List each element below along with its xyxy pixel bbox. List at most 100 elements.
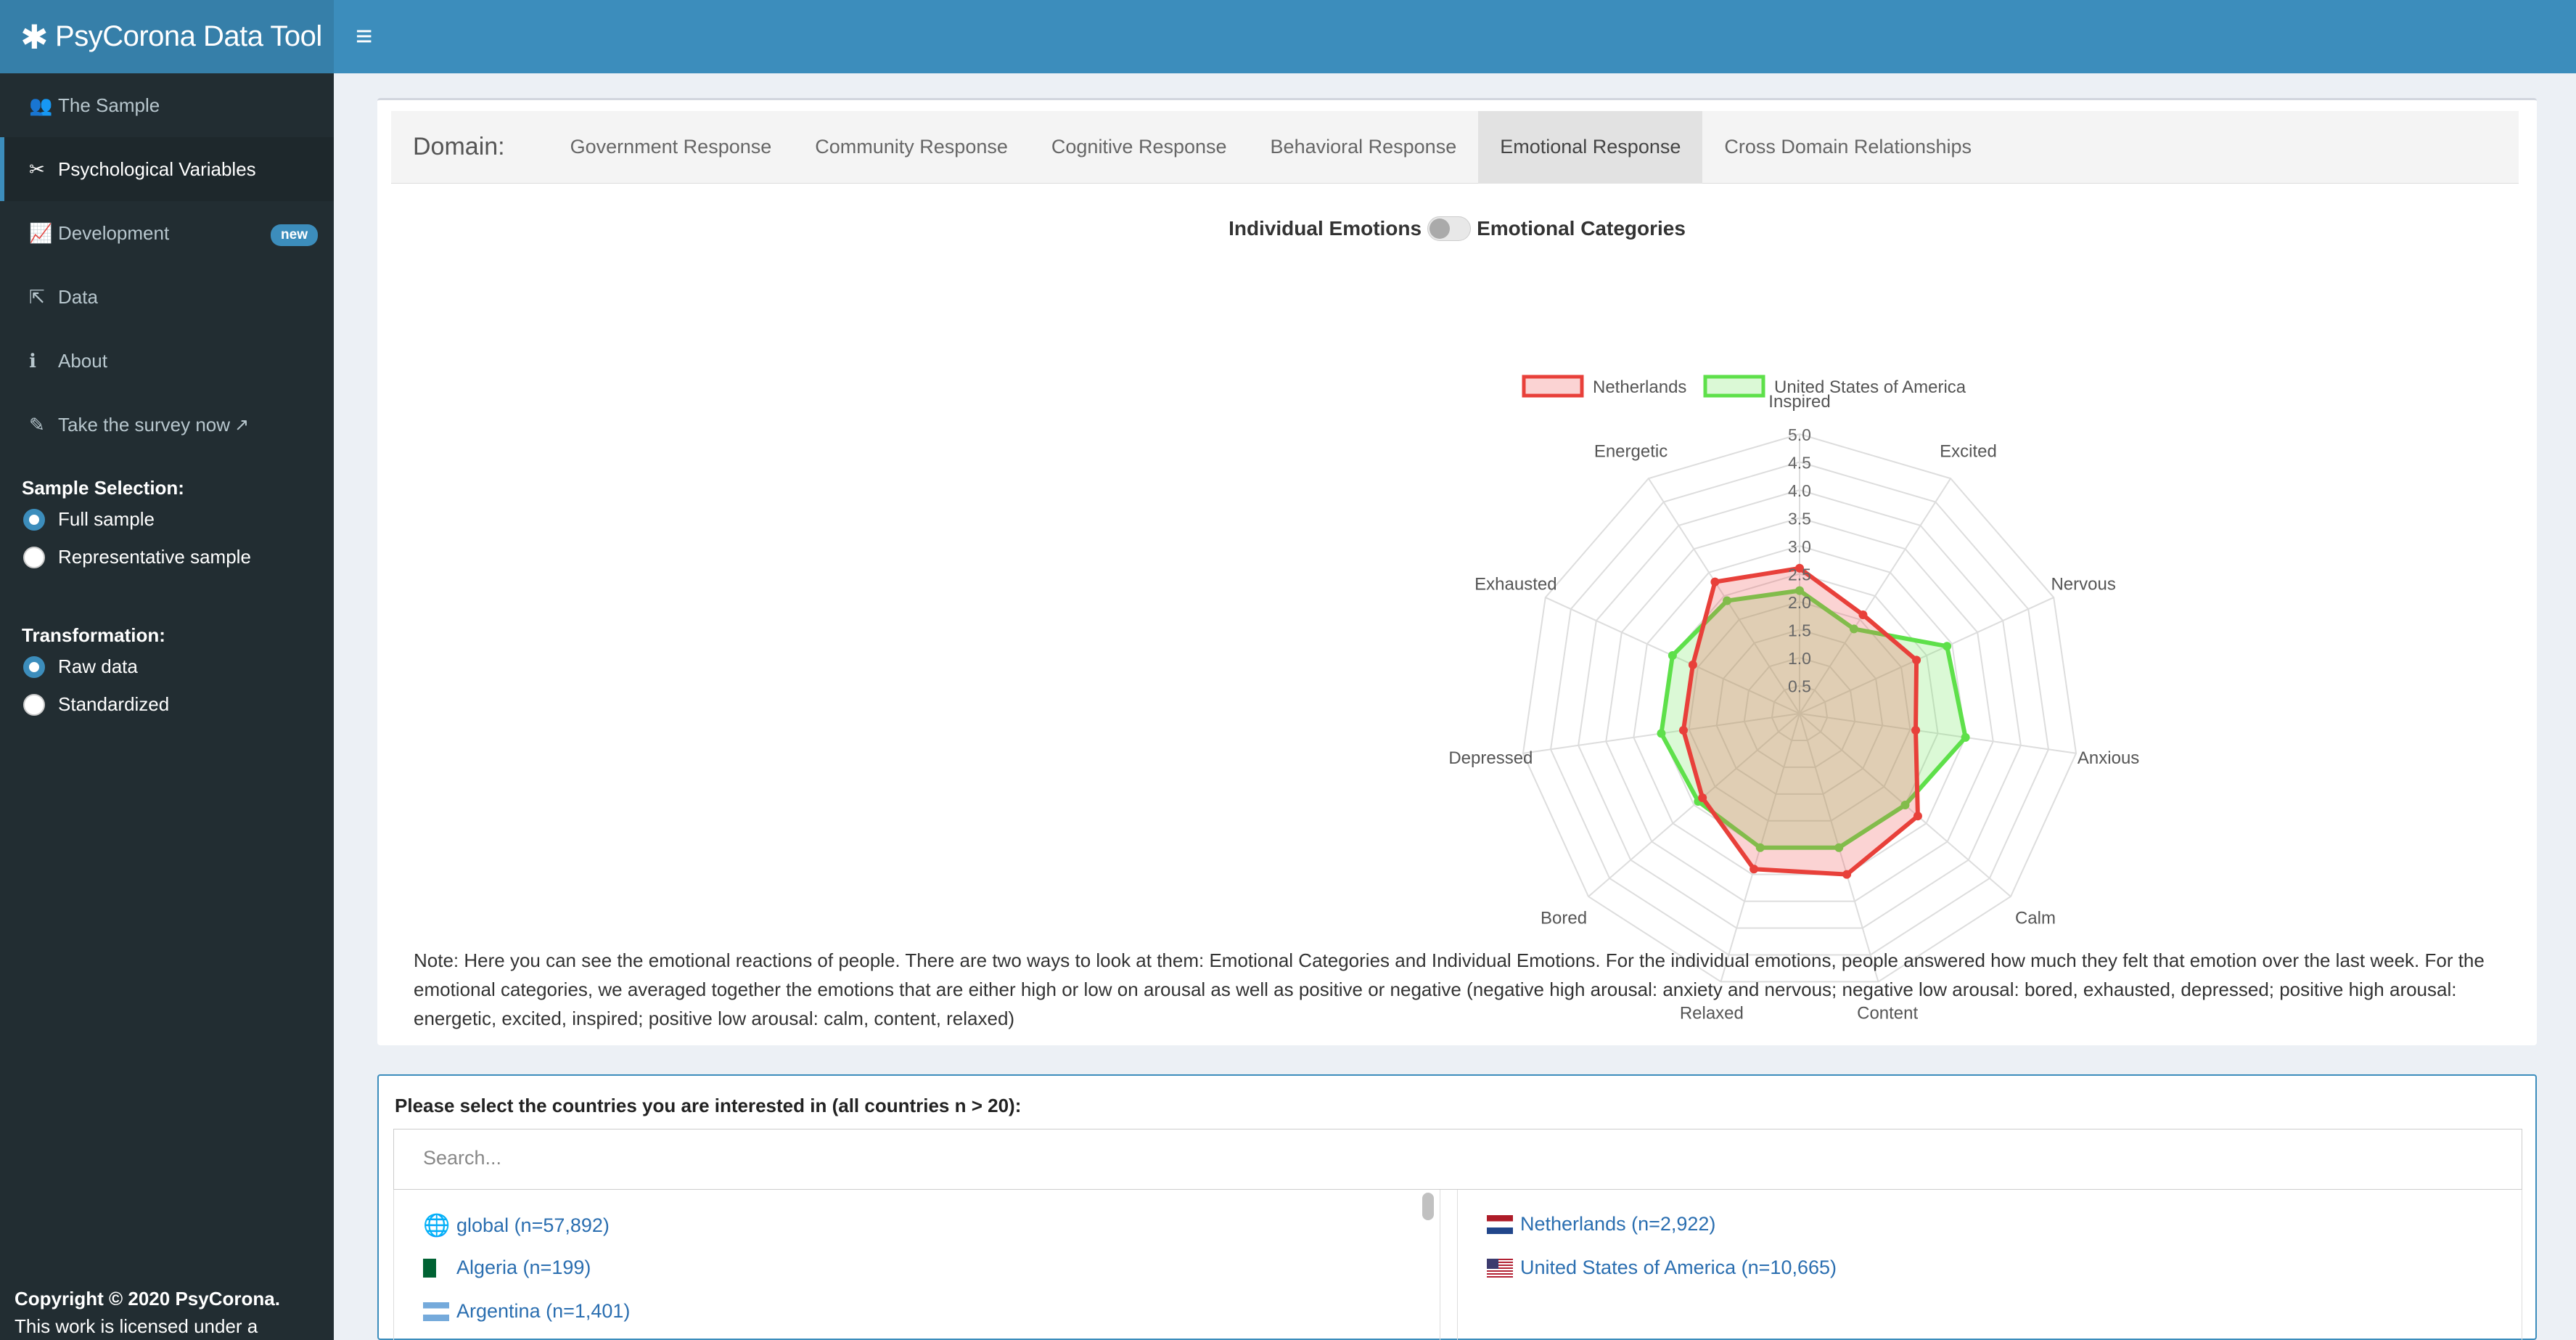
radio-representative-sample[interactable]: Representative sample: [23, 546, 251, 568]
tab-cognitive-response[interactable]: Cognitive Response: [1051, 136, 1227, 158]
license-text: This work is licensed under a: [15, 1315, 258, 1337]
radio-label: Standardized: [58, 693, 170, 715]
axis-label: Content: [1857, 1004, 1918, 1024]
emotional-response-panel: Domain: Government Response Community Re…: [377, 98, 2537, 1045]
radio-full-sample[interactable]: Full sample: [23, 508, 155, 531]
axis-label: Anxious: [2077, 748, 2139, 768]
data-point: [1750, 865, 1759, 874]
axis-spoke: [1799, 713, 2077, 754]
radio-label: Raw data: [58, 655, 138, 677]
data-point: [1698, 793, 1707, 802]
usa-flag-icon: [1487, 1258, 1513, 1278]
sidebar: ✱ PsyCorona Data Tool 👥 The Sample ✂ Psy…: [0, 0, 334, 1340]
available-countries-list[interactable]: 🌐 global (n=57,892) Algeria (n=199) Arge…: [393, 1190, 1440, 1340]
edit-icon: ✎: [29, 413, 45, 436]
sidebar-item-about[interactable]: ℹ About: [0, 329, 334, 393]
sidebar-item-the-sample[interactable]: 👥 The Sample: [0, 73, 334, 137]
radio-dot: [23, 693, 45, 716]
tick-label: 3.5: [1788, 510, 1811, 528]
tab-behavioral-response[interactable]: Behavioral Response: [1270, 136, 1457, 158]
list-item-argentina[interactable]: Argentina (n=1,401): [423, 1300, 630, 1323]
series-area: [1681, 565, 1920, 877]
domain-label: Domain:: [413, 133, 505, 160]
data-point: [1795, 563, 1804, 573]
radio-dot-checked: [23, 655, 45, 678]
sidebar-item-take-survey[interactable]: ✎ Take the survey now ↗: [0, 393, 334, 457]
sidebar-nav: 👥 The Sample ✂ Psychological Variables 📈…: [0, 73, 334, 457]
radio-raw-data[interactable]: Raw data: [23, 655, 138, 678]
domain-tabs: Domain: Government Response Community Re…: [391, 110, 2519, 184]
copyright: Copyright © 2020 PsyCorona. This work is…: [15, 1285, 280, 1340]
country-selection-panel: Please select the countries you are inte…: [377, 1074, 2537, 1340]
sidebar-item-psychological-variables[interactable]: ✂ Psychological Variables: [0, 137, 334, 201]
external-link-icon: ↗: [234, 414, 250, 435]
toggle-label-individual: Individual Emotions: [1228, 217, 1422, 240]
list-item-label: global (n=57,892): [456, 1214, 610, 1236]
emotion-view-toggle: Individual Emotions Emotional Categories: [377, 216, 2537, 241]
list-item-label: Argentina (n=1,401): [456, 1300, 631, 1322]
sidebar-item-label: About: [58, 349, 107, 372]
selected-countries-list[interactable]: Netherlands (n=2,922) United States of A…: [1457, 1190, 2522, 1340]
axis-label: Nervous: [2051, 574, 2115, 594]
list-item-algeria[interactable]: Algeria (n=199): [423, 1257, 591, 1279]
globe-icon: 🌐: [423, 1214, 451, 1238]
list-item-usa[interactable]: United States of America (n=10,665): [1487, 1257, 1837, 1279]
app-logo[interactable]: ✱ PsyCorona Data Tool: [0, 0, 334, 73]
tick-label: 2.0: [1788, 593, 1811, 612]
list-item-global[interactable]: 🌐 global (n=57,892): [423, 1213, 610, 1238]
axis-spoke: [1648, 478, 1800, 714]
list-item-netherlands[interactable]: Netherlands (n=2,922): [1487, 1213, 1715, 1235]
hamburger-menu-icon[interactable]: ≡: [356, 20, 373, 52]
users-icon: 👥: [29, 94, 53, 116]
data-point: [1842, 870, 1852, 879]
legend-swatch: [1703, 375, 1765, 398]
transformation-heading: Transformation:: [22, 624, 165, 646]
share-icon: ⇱: [29, 285, 45, 308]
line-chart-icon: 📈: [29, 221, 53, 244]
info-icon: ℹ: [29, 349, 36, 372]
axis-label: Relaxed: [1680, 1004, 1744, 1024]
grid-ring: [1715, 629, 1884, 795]
country-search-input[interactable]: Search...: [393, 1129, 2522, 1190]
scrollbar[interactable]: [1422, 1193, 1434, 1220]
copyright-suffix: .: [274, 1288, 280, 1310]
axis-label: Depressed: [1448, 748, 1533, 768]
data-point: [1678, 726, 1688, 735]
radio-standardized[interactable]: Standardized: [23, 693, 169, 716]
tick-label: 1.5: [1788, 621, 1811, 640]
tick-label: 4.5: [1788, 454, 1811, 473]
axis-spoke: [1799, 597, 2054, 714]
tools-icon: ✂: [29, 158, 45, 180]
tab-cross-domain-relationships[interactable]: Cross Domain Relationships: [1724, 136, 1972, 158]
grid-ring: [1688, 600, 1911, 822]
data-point: [1795, 586, 1804, 595]
data-point: [1657, 729, 1666, 738]
copyright-org[interactable]: PsyCorona: [175, 1288, 275, 1310]
data-point: [1900, 801, 1910, 810]
axis-label: Excited: [1940, 441, 1997, 461]
sidebar-item-data[interactable]: ⇱ Data: [0, 265, 334, 329]
grid-ring: [1522, 433, 2077, 983]
grid-ring: [1605, 517, 1994, 902]
data-point: [1961, 732, 1970, 742]
tab-government-response[interactable]: Government Response: [570, 136, 772, 158]
grid-ring: [1743, 656, 1856, 768]
tab-emotional-response[interactable]: Emotional Response: [1478, 110, 1703, 184]
tick-label: 4.0: [1788, 481, 1811, 500]
tick-label: 2.5: [1788, 565, 1811, 584]
axis-spoke: [1799, 478, 1951, 714]
grid-ring: [1578, 489, 2022, 929]
radio-dot: [23, 546, 45, 568]
sidebar-item-label: Data: [58, 285, 98, 308]
tick-label: 0.5: [1788, 677, 1811, 696]
sidebar-item-development[interactable]: 📈 Development new: [0, 201, 334, 265]
sidebar-item-label: Development: [58, 221, 170, 244]
list-item-label: United States of America (n=10,665): [1520, 1257, 1837, 1278]
series-area: [1659, 588, 1968, 850]
data-point: [1911, 726, 1921, 735]
tab-community-response[interactable]: Community Response: [815, 136, 1008, 158]
toggle-switch[interactable]: [1427, 216, 1472, 241]
chart-note: Note: Here you can see the emotional rea…: [414, 949, 2485, 1029]
sample-selection-heading: Sample Selection:: [22, 477, 184, 499]
data-point: [1723, 596, 1732, 605]
